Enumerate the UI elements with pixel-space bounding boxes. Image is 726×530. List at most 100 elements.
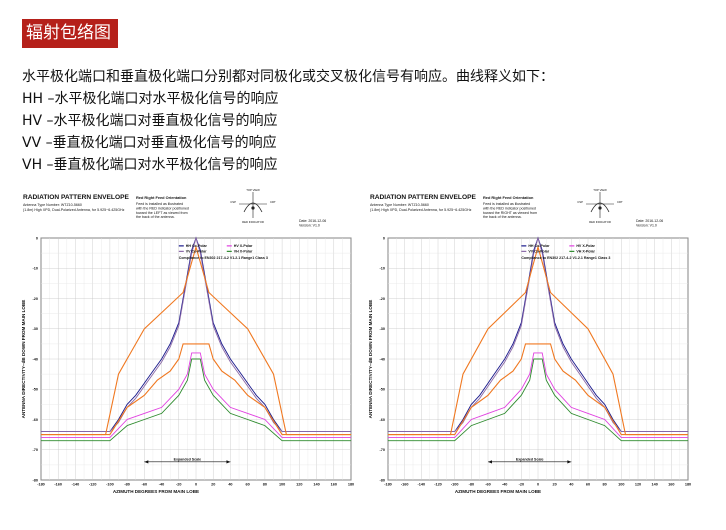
x-tick-label: -100 — [106, 483, 114, 487]
data-point — [191, 252, 192, 254]
data-point — [487, 413, 489, 414]
data-point — [109, 431, 111, 432]
x-tick-label: 160 — [668, 483, 674, 487]
data-point — [264, 407, 266, 408]
data-point — [118, 373, 119, 375]
x-tick-label: -60 — [142, 483, 148, 487]
x-axis-label: AZIMUTH DEGREES FROM MAIN LOBE — [455, 489, 541, 494]
data-point — [462, 419, 464, 420]
data-point — [230, 358, 231, 360]
data-point — [350, 431, 352, 432]
data-point — [504, 413, 505, 414]
chart-subtitle: Antenna Type Number: WTZ10-5660 — [370, 203, 429, 207]
data-point — [554, 395, 555, 396]
data-point — [204, 379, 205, 381]
data-point — [554, 325, 555, 326]
data-point — [462, 373, 464, 375]
data-point — [126, 404, 128, 405]
data-point — [521, 358, 522, 360]
grid — [40, 237, 352, 481]
data-point — [161, 358, 162, 360]
x-tick-label: -160 — [54, 483, 62, 487]
data-point — [496, 370, 497, 372]
data-point — [533, 252, 535, 254]
data-point — [554, 358, 555, 360]
chart-version: Version: V1.0 — [299, 224, 320, 228]
y-tick-label: -80 — [33, 478, 39, 482]
data-point — [533, 352, 535, 354]
data-point — [512, 346, 514, 348]
data-point — [247, 419, 248, 420]
y-tick-label: -70 — [380, 448, 386, 452]
data-point — [264, 425, 266, 426]
data-point — [533, 249, 535, 251]
data-point — [621, 431, 622, 432]
feed-note-title: Red Right Feed Orientation — [136, 195, 187, 200]
data-point — [537, 343, 539, 345]
data-point — [350, 440, 352, 441]
data-point — [200, 343, 201, 345]
data-point — [487, 328, 489, 330]
data-point — [200, 249, 201, 251]
data-point — [195, 352, 197, 354]
data-point — [533, 343, 535, 345]
data-point — [212, 395, 214, 396]
y-tick-label: 0 — [383, 236, 385, 240]
data-point — [562, 346, 564, 348]
data-point — [500, 379, 501, 381]
data-point — [144, 413, 145, 414]
legend-label: VV Co-Polar — [186, 250, 207, 254]
feed-label-bottom: RED INDICATOR — [589, 220, 611, 224]
data-point — [471, 419, 472, 420]
x-tick-label: 120 — [296, 483, 302, 487]
x-tick-label: 80 — [263, 483, 267, 487]
feed-note-line: Feed is installed as illustrated — [483, 202, 530, 206]
y-tick-label: -20 — [380, 297, 386, 301]
description-line-hv: HV –水平极化端口对垂直极化信号的响应 — [22, 113, 278, 129]
data-point — [612, 419, 614, 420]
data-point — [387, 434, 389, 435]
data-point — [195, 246, 197, 248]
data-point — [541, 343, 543, 345]
x-tick-label: -180 — [37, 483, 45, 487]
data-point — [541, 261, 543, 263]
data-point — [537, 237, 539, 239]
data-point — [40, 431, 42, 432]
chart-title: RADIATION PATTERN ENVELOPE — [370, 194, 476, 201]
y-axis-label: ANTENNA DIRECTIVITY--dB DOWN FROM MAIN L… — [368, 300, 373, 419]
data-point — [247, 385, 248, 387]
data-point — [541, 352, 543, 354]
data-point — [687, 431, 689, 432]
data-point — [512, 370, 514, 372]
data-point — [247, 413, 248, 414]
data-point — [118, 419, 119, 420]
data-point — [529, 373, 530, 375]
legend-label: VH X-Polar — [576, 250, 595, 254]
x-tick-label: -120 — [89, 483, 97, 487]
feed-label-left: CSP — [577, 200, 583, 204]
data-point — [579, 373, 580, 375]
chart-svg: RADIATION PATTERN ENVELOPE Antenna Type N… — [368, 188, 691, 494]
feed-label-top: TOP VIEW — [246, 188, 260, 192]
data-point — [256, 395, 257, 396]
data-point — [504, 358, 505, 360]
data-point — [169, 370, 171, 372]
x-tick-label: -80 — [469, 483, 475, 487]
x-tick-label: 60 — [246, 483, 250, 487]
data-point — [126, 419, 128, 420]
x-tick-label: 40 — [569, 483, 573, 487]
data-point — [191, 343, 192, 345]
arrow-head-left — [144, 460, 149, 464]
data-point — [161, 407, 162, 408]
x-tick-label: -40 — [159, 483, 165, 487]
data-point — [621, 440, 622, 441]
y-tick-label: -30 — [380, 327, 386, 331]
data-point — [281, 434, 283, 435]
data-point — [212, 358, 214, 360]
data-point — [596, 398, 597, 399]
y-tick-label: -10 — [380, 267, 386, 271]
data-point — [571, 358, 572, 360]
data-point — [521, 389, 522, 390]
data-point — [161, 361, 162, 363]
feed-label-right: CRT — [270, 200, 276, 204]
